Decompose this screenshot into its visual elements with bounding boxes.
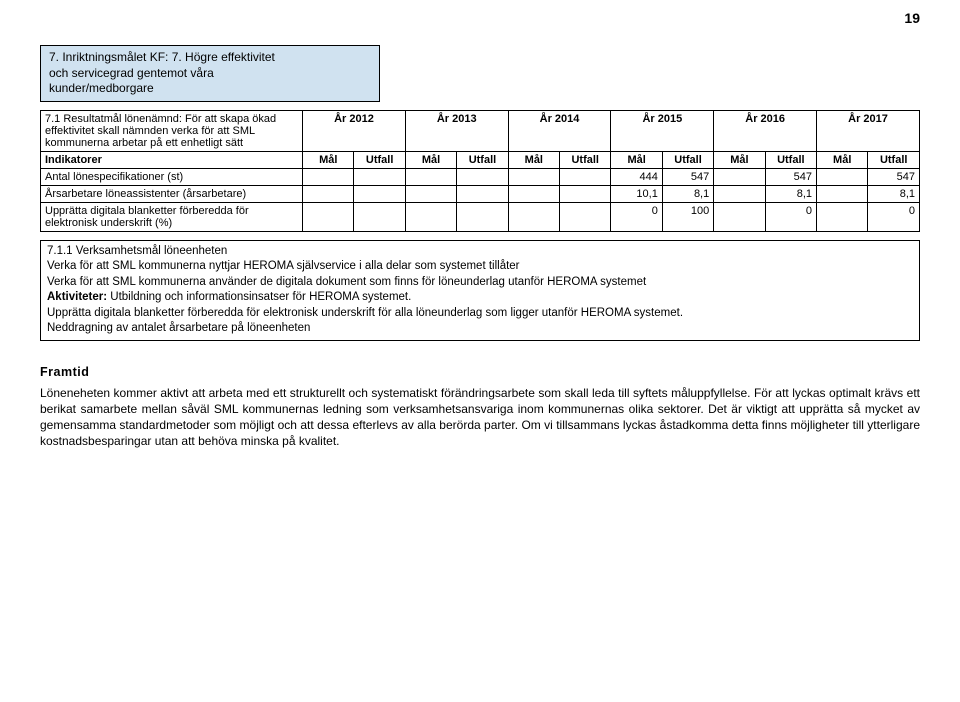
cell — [405, 202, 456, 231]
cell — [560, 202, 611, 231]
table-row: Upprätta digitala blanketter förberedda … — [41, 202, 920, 231]
activity-line: Upprätta digitala blanketter förberedda … — [47, 306, 913, 322]
activity-line: Verka för att SML kommunerna nyttjar HER… — [47, 259, 913, 275]
sub-header: Mål — [611, 151, 662, 168]
table-row: Antal lönespecifikationer (st)4445475475… — [41, 168, 920, 185]
table-header-years-row: 7.1 Resultatmål lönenämnd: För att skapa… — [41, 110, 920, 151]
sub-header: Utfall — [662, 151, 713, 168]
year-header: År 2012 — [303, 110, 406, 151]
table-header-sub-row: Indikatorer Mål Utfall Mål Utfall Mål Ut… — [41, 151, 920, 168]
cell — [354, 202, 405, 231]
cell — [508, 185, 559, 202]
sub-header: Utfall — [765, 151, 816, 168]
cell — [817, 185, 868, 202]
framtid-title: Framtid — [40, 365, 920, 379]
sub-header: Utfall — [868, 151, 920, 168]
cell — [714, 185, 765, 202]
banner-line-2: och servicegrad gentemot våra — [49, 66, 214, 80]
cell — [457, 202, 508, 231]
cell — [405, 168, 456, 185]
activity-box: 7.1.1 Verksamhetsmål löneenheten Verka f… — [40, 240, 920, 341]
year-header: År 2016 — [714, 110, 817, 151]
cell — [817, 168, 868, 185]
cell — [457, 185, 508, 202]
page-content: 7. Inriktningsmålet KF: 7. Högre effekti… — [0, 0, 960, 450]
sub-header: Utfall — [354, 151, 405, 168]
cell — [817, 202, 868, 231]
table-row-label-top: 7.1 Resultatmål lönenämnd: För att skapa… — [41, 110, 303, 151]
activity-box-title-text: 7.1.1 Verksamhetsmål löneenheten — [47, 244, 227, 260]
cell — [508, 202, 559, 231]
cell: 8,1 — [868, 185, 920, 202]
cell: 444 — [611, 168, 662, 185]
year-header: År 2014 — [508, 110, 611, 151]
sub-header: Mål — [508, 151, 559, 168]
sub-header: Utfall — [457, 151, 508, 168]
activity-line: Neddragning av antalet årsarbetare på lö… — [47, 321, 913, 337]
cell — [714, 168, 765, 185]
banner-line-1: 7. Inriktningsmålet KF: 7. Högre effekti… — [49, 50, 275, 64]
framtid-body: Löneneheten kommer aktivt att arbeta med… — [40, 385, 920, 450]
cell: 8,1 — [662, 185, 713, 202]
cell: 0 — [868, 202, 920, 231]
cell: 547 — [868, 168, 920, 185]
cell — [303, 202, 354, 231]
cell — [508, 168, 559, 185]
sub-header: Mål — [817, 151, 868, 168]
row-label: Årsarbetare löneassistenter (årsarbetare… — [41, 185, 303, 202]
row-label: Upprätta digitala blanketter förberedda … — [41, 202, 303, 231]
year-header: År 2015 — [611, 110, 714, 151]
cell: 547 — [765, 168, 816, 185]
activity-line: Aktiviteter: Utbildning och informations… — [47, 290, 913, 306]
cell: 547 — [662, 168, 713, 185]
indicators-table: 7.1 Resultatmål lönenämnd: För att skapa… — [40, 110, 920, 232]
row-label: Antal lönespecifikationer (st) — [41, 168, 303, 185]
cell — [354, 168, 405, 185]
sub-header: Mål — [405, 151, 456, 168]
cell — [405, 185, 456, 202]
cell — [354, 185, 405, 202]
cell — [303, 185, 354, 202]
cell — [560, 185, 611, 202]
table-row: Årsarbetare löneassistenter (årsarbetare… — [41, 185, 920, 202]
activity-lines: Verka för att SML kommunerna nyttjar HER… — [47, 259, 913, 337]
banner-line-3: kunder/medborgare — [49, 81, 154, 95]
year-header: År 2013 — [405, 110, 508, 151]
cell — [457, 168, 508, 185]
sub-header: Mål — [714, 151, 765, 168]
cell: 100 — [662, 202, 713, 231]
year-header: År 2017 — [817, 110, 920, 151]
cell — [714, 202, 765, 231]
cell — [560, 168, 611, 185]
sub-header: Mål — [303, 151, 354, 168]
activity-line: Verka för att SML kommunerna använder de… — [47, 275, 913, 291]
activity-box-title: 7.1.1 Verksamhetsmål löneenheten — [47, 244, 913, 260]
indicator-label-header: Indikatorer — [41, 151, 303, 168]
cell: 10,1 — [611, 185, 662, 202]
cell: 0 — [611, 202, 662, 231]
cell: 8,1 — [765, 185, 816, 202]
heading-banner: 7. Inriktningsmålet KF: 7. Högre effekti… — [40, 45, 380, 102]
page-number: 19 — [904, 10, 920, 26]
cell — [303, 168, 354, 185]
cell: 0 — [765, 202, 816, 231]
sub-header: Utfall — [560, 151, 611, 168]
